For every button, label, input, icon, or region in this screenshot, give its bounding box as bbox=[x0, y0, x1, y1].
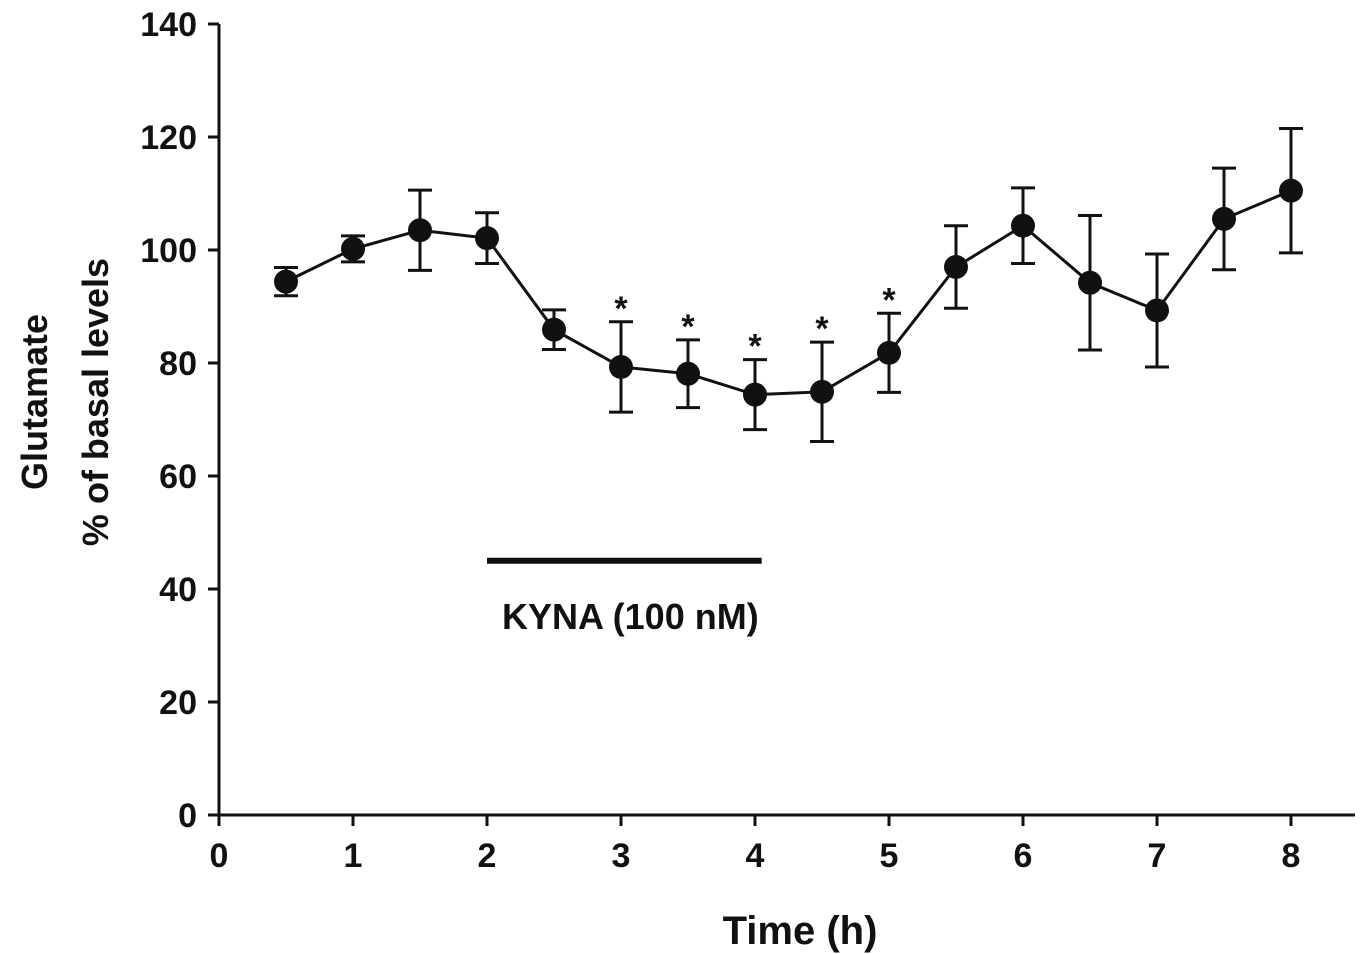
data-point bbox=[1011, 213, 1035, 238]
data-point bbox=[274, 269, 298, 294]
data-point bbox=[408, 218, 432, 243]
x-tick-label: 5 bbox=[880, 837, 899, 875]
data-points bbox=[274, 178, 1303, 407]
data-point bbox=[341, 236, 365, 261]
data-point bbox=[542, 317, 566, 342]
y-axis-title-line-1: Glutamate bbox=[14, 314, 55, 490]
y-tick-label: 0 bbox=[178, 797, 197, 835]
y-tick-label: 60 bbox=[159, 458, 197, 496]
y-tick-label: 100 bbox=[140, 232, 197, 270]
y-axis-title-line-2: % of basal levels bbox=[75, 258, 116, 546]
series-line bbox=[285, 189, 1292, 397]
data-point bbox=[944, 254, 968, 279]
x-ticks: 0 1 2 3 4 5 6 7 8 bbox=[210, 815, 1301, 875]
x-tick-label: 0 bbox=[210, 837, 229, 875]
y-tick-label: 140 bbox=[140, 6, 197, 44]
significance-markers: * * * * * bbox=[614, 281, 896, 365]
treatment-label: KYNA (100 nM) bbox=[502, 596, 759, 637]
x-tick-label: 1 bbox=[344, 837, 363, 875]
significance-star: * bbox=[882, 281, 896, 319]
data-point bbox=[1212, 206, 1236, 231]
y-tick-label: 40 bbox=[159, 571, 197, 609]
data-point bbox=[609, 354, 633, 379]
data-point bbox=[1279, 178, 1303, 203]
significance-star: * bbox=[815, 310, 829, 348]
x-tick-label: 3 bbox=[612, 837, 631, 875]
significance-star: * bbox=[748, 328, 762, 366]
significance-star: * bbox=[681, 308, 695, 346]
y-axis-title: Glutamate % of basal levels bbox=[14, 258, 116, 546]
x-tick-label: 6 bbox=[1014, 837, 1033, 875]
axes bbox=[217, 24, 1355, 817]
data-point bbox=[743, 382, 767, 407]
x-tick-label: 8 bbox=[1282, 837, 1301, 875]
data-point bbox=[877, 340, 901, 365]
significance-star: * bbox=[614, 290, 628, 328]
x-axis-title: Time (h) bbox=[723, 909, 878, 953]
data-point bbox=[810, 379, 834, 404]
x-tick-label: 4 bbox=[746, 837, 765, 875]
data-point bbox=[1078, 270, 1102, 295]
data-point bbox=[475, 226, 499, 251]
y-tick-label: 80 bbox=[159, 345, 197, 383]
x-tick-label: 2 bbox=[478, 837, 497, 875]
data-point bbox=[676, 361, 700, 386]
x-tick-label: 7 bbox=[1148, 837, 1167, 875]
y-ticks: 0 20 40 60 80 100 120 140 bbox=[140, 6, 219, 835]
data-point bbox=[1145, 298, 1169, 323]
y-tick-label: 20 bbox=[159, 684, 197, 722]
treatment-annotation: KYNA (100 nM) bbox=[487, 557, 762, 637]
y-tick-label: 120 bbox=[140, 119, 197, 157]
